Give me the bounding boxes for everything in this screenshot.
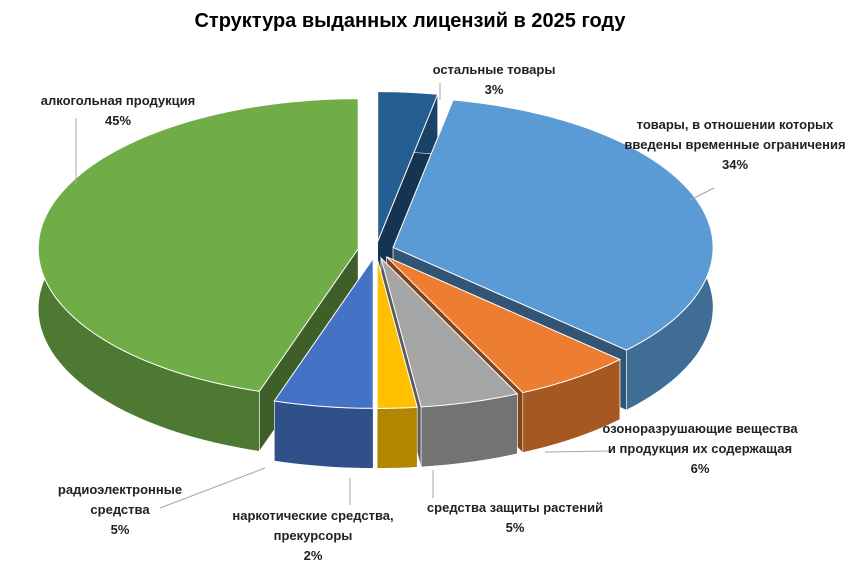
category-label: средства защиты растений (426, 500, 604, 515)
data-label: остальные товары 3% (424, 60, 564, 100)
leader-line (159, 467, 266, 509)
category-label: радиоэлектронные средства (57, 482, 183, 517)
slice-top (377, 91, 439, 242)
data-label: наркотические средства, прекурсоры 2% (218, 506, 408, 566)
slice-side (376, 406, 418, 469)
value-label: 5% (505, 520, 525, 535)
category-label: наркотические средства, прекурсоры (232, 508, 394, 543)
value-label: 34% (721, 157, 749, 172)
slice-top (380, 256, 519, 408)
data-label: алкогольная продукция 45% (20, 91, 216, 131)
category-label: алкогольная продукция (40, 93, 196, 108)
category-label: озоноразрушающие вещества и продукция их… (602, 421, 798, 456)
category-label: товары, в отношении которых введены врем… (624, 117, 846, 152)
chart-title: Структура выданных лицензий в 2025 году (194, 10, 626, 32)
slice (376, 258, 418, 469)
slice-top (37, 98, 359, 392)
leader-line (689, 187, 715, 201)
slice-side (274, 400, 374, 469)
slice-top (273, 256, 374, 409)
slice-top (376, 258, 418, 409)
value-label: 2% (303, 548, 323, 563)
slice-top (386, 256, 622, 394)
data-label: товары, в отношении которых введены врем… (620, 115, 850, 175)
slice (273, 256, 374, 469)
value-label: 6% (690, 461, 710, 476)
value-label: 5% (110, 522, 130, 537)
value-label: 3% (484, 82, 504, 97)
slice-top (392, 99, 714, 351)
category-label: остальные товары (432, 62, 556, 77)
data-label: озоноразрушающие вещества и продукция их… (600, 419, 800, 479)
leader-line (544, 450, 611, 453)
value-label: 45% (104, 113, 132, 128)
data-label: средства защиты растений 5% (410, 498, 620, 538)
data-label: радиоэлектронные средства 5% (40, 480, 200, 540)
